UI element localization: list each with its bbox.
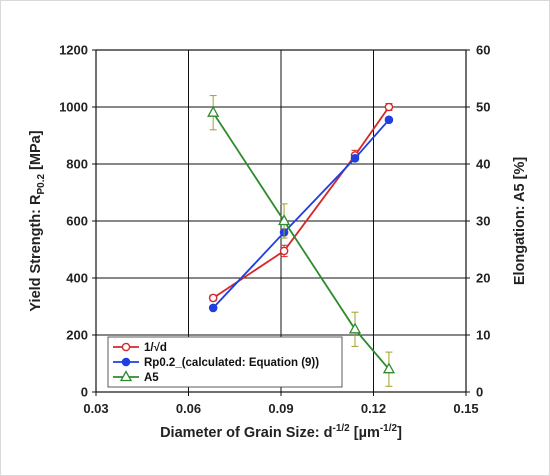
legend-swatch-marker bbox=[119, 370, 133, 382]
y-right-axis-title: Elongation: A5 [%] bbox=[512, 157, 528, 286]
y-right-tick-label: 20 bbox=[476, 271, 490, 286]
x-tick-label: 0.06 bbox=[176, 401, 201, 416]
x-tick-label: 0.09 bbox=[268, 401, 293, 416]
series-1-line bbox=[212, 106, 390, 299]
x-axis-title-unit-sup: -1/2 bbox=[380, 423, 398, 434]
legend-label: Rp0.2_(calculated: Equation (9)) bbox=[144, 357, 319, 369]
y-left-tick-label: 800 bbox=[66, 157, 88, 172]
y-left-axis-title-main: Yield Strength: R bbox=[28, 194, 44, 312]
series-3-point bbox=[207, 105, 220, 117]
series-2-point bbox=[208, 303, 218, 313]
y-left-tick-label: 1000 bbox=[59, 100, 88, 115]
series-1-point bbox=[208, 293, 218, 303]
x-axis-title-unit-close: ] bbox=[397, 425, 402, 441]
series-2-point bbox=[384, 115, 394, 125]
y-right-tick-label: 10 bbox=[476, 328, 490, 343]
series-1-point bbox=[279, 246, 289, 256]
y-right-tick-label: 60 bbox=[476, 43, 490, 58]
x-axis-title: Diameter of Grain Size: d-1/2 [µm-1/2] bbox=[160, 423, 402, 441]
series-2-line bbox=[212, 119, 390, 309]
legend-swatch-marker bbox=[121, 342, 131, 352]
legend-swatch-marker bbox=[121, 357, 131, 367]
x-tick-label: 0.12 bbox=[361, 401, 386, 416]
legend-label: 1/√d bbox=[144, 341, 167, 354]
y-left-tick-label: 0 bbox=[81, 385, 88, 400]
x-tick-label: 0.15 bbox=[453, 401, 478, 416]
y-right-tick-label: 0 bbox=[476, 385, 483, 400]
series-3-point bbox=[382, 362, 396, 374]
x-tick-label: 0.03 bbox=[83, 401, 108, 416]
legend-label: A5 bbox=[144, 372, 159, 384]
x-axis-title-sup: -1/2 bbox=[333, 423, 351, 434]
legend-box bbox=[107, 336, 343, 388]
series-3-point bbox=[348, 322, 362, 334]
y-left-axis-title-sub: P0.2 bbox=[36, 173, 47, 194]
series-1-point bbox=[384, 102, 394, 112]
y-left-tick-label: 600 bbox=[66, 214, 88, 229]
y-left-tick-label: 400 bbox=[66, 271, 88, 286]
series-2-point bbox=[350, 154, 360, 163]
x-axis-title-unit: [µm bbox=[350, 425, 380, 441]
x-axis-title-main: Diameter of Grain Size: d bbox=[160, 425, 332, 441]
series-3-line bbox=[212, 112, 390, 370]
y-left-tick-label: 1200 bbox=[59, 43, 88, 58]
y-left-axis-title: Yield Strength: RP0.2 [MPa] bbox=[28, 130, 47, 311]
y-left-axis-title-unit: [MPa] bbox=[28, 130, 44, 174]
y-right-tick-label: 50 bbox=[476, 100, 490, 115]
y-right-tick-label: 40 bbox=[476, 157, 490, 172]
y-left-tick-label: 200 bbox=[66, 328, 88, 343]
y-right-tick-label: 30 bbox=[476, 214, 490, 229]
series-3-point bbox=[277, 214, 291, 226]
